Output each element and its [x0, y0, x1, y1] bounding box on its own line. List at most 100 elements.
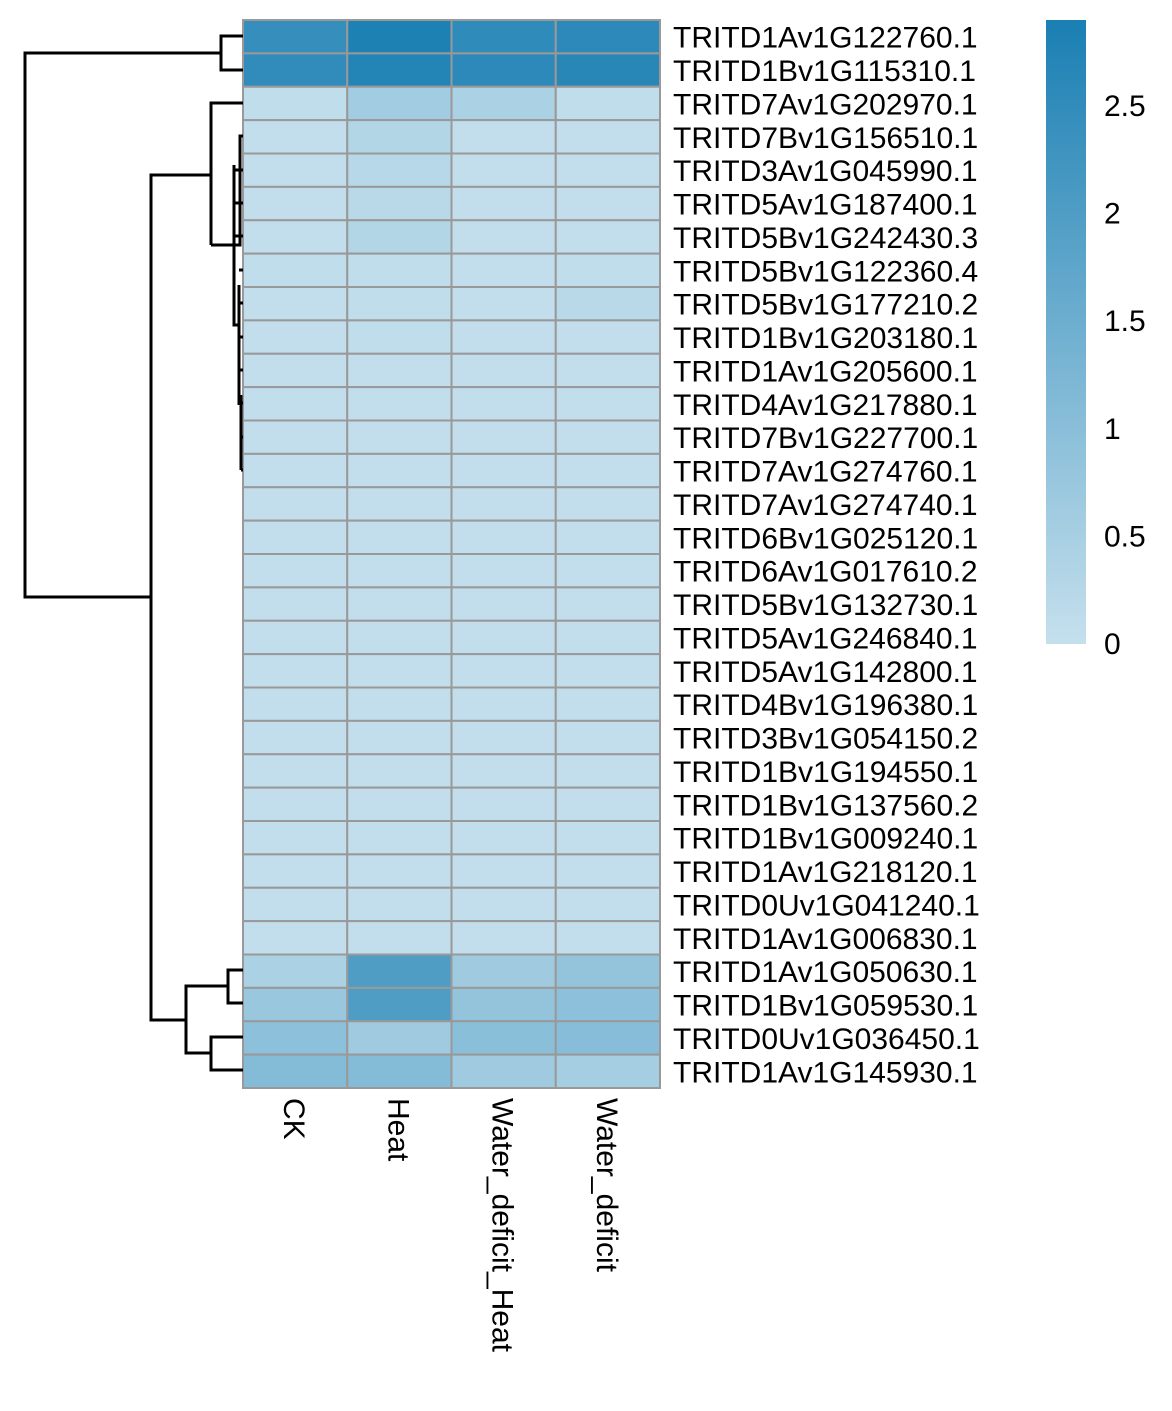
heatmap-cell [242, 452, 349, 489]
row-label: TRITD1Av1G145930.1 [673, 1056, 978, 1089]
row-label: TRITD4Av1G217880.1 [673, 389, 978, 422]
heatmap-cell [346, 452, 453, 489]
heatmap-cell [450, 319, 557, 355]
heatmap-cell [242, 286, 349, 322]
heatmap-cell [554, 1053, 661, 1089]
heatmap-cell [554, 853, 661, 889]
heatmap-cell [346, 352, 453, 389]
heatmap-cell [242, 686, 349, 722]
heatmap-cell [450, 686, 557, 722]
heatmap-cell [554, 586, 661, 622]
heatmap-cell [554, 52, 661, 88]
legend-color-bar [1046, 20, 1086, 644]
heatmap-cell [554, 152, 661, 188]
row-label: TRITD5Av1G187400.1 [673, 189, 978, 222]
heatmap-cell [450, 352, 557, 389]
row-label: TRITD0Uv1G036450.1 [673, 1023, 980, 1056]
heatmap-cell [450, 19, 557, 55]
heatmap-cell [450, 219, 557, 255]
row-label: TRITD7Av1G274740.1 [673, 489, 978, 522]
heatmap-cell [242, 419, 349, 455]
row-label: TRITD7Av1G274760.1 [673, 456, 978, 489]
heatmap-cell [346, 85, 453, 122]
heatmap-cell [554, 820, 661, 856]
heatmap-cell [554, 1020, 661, 1056]
heatmap-cell [346, 319, 453, 355]
heatmap-cell [242, 719, 349, 756]
row-label: TRITD1Av1G050630.1 [673, 956, 978, 989]
heatmap-cell [242, 1020, 349, 1056]
heatmap-cell [346, 52, 453, 88]
row-label: TRITD5Bv1G177210.2 [673, 289, 978, 322]
row-label: TRITD6Bv1G025120.1 [673, 522, 978, 555]
heatmap-cell [450, 986, 557, 1023]
heatmap-cell [554, 786, 661, 822]
legend-tick-label: 1.5 [1104, 305, 1146, 338]
heatmap-cell [242, 786, 349, 822]
column-label: Heat [381, 1098, 414, 1162]
heatmap-cell [554, 553, 661, 589]
heatmap-cell [242, 252, 349, 288]
dendrogram-branch [209, 101, 243, 245]
heatmap-cell [346, 1053, 453, 1089]
heatmap-cell [554, 19, 661, 55]
heatmap-cell [346, 920, 453, 956]
heatmap-cell [450, 820, 557, 856]
heatmap-cell [450, 386, 557, 422]
heatmap-cell [450, 953, 557, 989]
heatmap-cell [242, 953, 349, 989]
heatmap-cell [554, 286, 661, 322]
heatmap-cell [450, 452, 557, 489]
row-label: TRITD1Bv1G137560.2 [673, 789, 978, 822]
heatmap-cell [346, 152, 453, 188]
heatmap-cell [554, 185, 661, 222]
heatmap-cell [450, 85, 557, 122]
heatmap-cell [450, 252, 557, 288]
legend-tick-label: 0 [1104, 628, 1121, 661]
heatmap-cell [242, 920, 349, 956]
row-label: TRITD1Bv1G203180.1 [673, 322, 978, 355]
heatmap-cell [450, 886, 557, 923]
heatmap-cell [346, 386, 453, 422]
heatmap-cell [554, 753, 661, 789]
dendrogram-branch [226, 968, 243, 1005]
row-label: TRITD3Av1G045990.1 [673, 155, 978, 188]
heatmap-cell [346, 185, 453, 222]
heatmap-cell [554, 452, 661, 489]
row-label: TRITD1Bv1G009240.1 [673, 823, 978, 856]
heatmap-cell [346, 820, 453, 856]
heatmap-cell [242, 553, 349, 589]
heatmap-cell [242, 219, 349, 255]
heatmap-cell [346, 686, 453, 722]
row-label: TRITD7Bv1G227700.1 [673, 422, 978, 455]
heatmap-cell [554, 352, 661, 389]
heatmap-cell [242, 619, 349, 656]
heatmap-cell [242, 185, 349, 222]
heatmap-cell [450, 286, 557, 322]
heatmap-cell [554, 219, 661, 255]
row-label: TRITD1Av1G205600.1 [673, 355, 978, 388]
legend-tick-label: 1 [1104, 413, 1121, 446]
row-label: TRITD1Bv1G194550.1 [673, 756, 978, 789]
row-label: TRITD1Bv1G115310.1 [673, 55, 976, 88]
heatmap-cell [346, 853, 453, 889]
heatmap-cell [554, 719, 661, 756]
dendrogram-branch [219, 34, 243, 72]
row-label: TRITD5Bv1G132730.1 [673, 589, 978, 622]
heatmap-cell [242, 986, 349, 1023]
legend-tick-label: 0.5 [1104, 520, 1146, 553]
heatmap-cell [346, 786, 453, 822]
row-label: TRITD7Av1G202970.1 [673, 88, 978, 121]
heatmap-cell [554, 920, 661, 956]
column-label: Water_deficit [590, 1098, 623, 1273]
heatmap-cell [242, 119, 349, 155]
row-label: TRITD7Bv1G156510.1 [673, 122, 978, 155]
heatmap-cell [450, 653, 557, 689]
heatmap-cell [242, 853, 349, 889]
heatmap-cell [242, 52, 349, 88]
heatmap-cell [450, 519, 557, 555]
dendrogram-branch [23, 51, 221, 599]
heatmap-cell [554, 386, 661, 422]
heatmap-cell [346, 886, 453, 923]
heatmap-cell [346, 619, 453, 656]
